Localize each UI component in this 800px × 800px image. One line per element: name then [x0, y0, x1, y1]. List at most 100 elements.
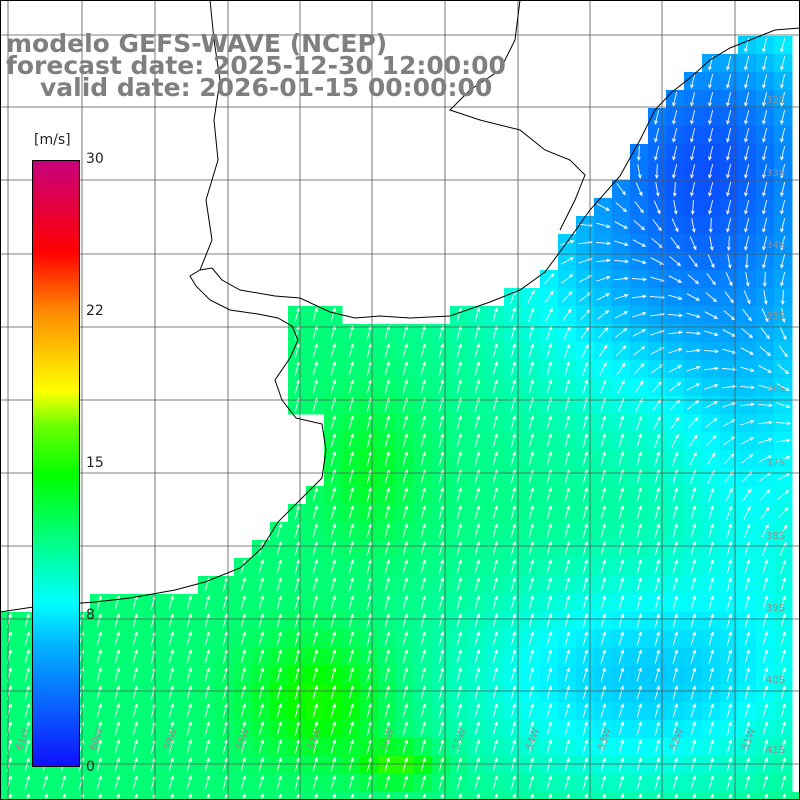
wind-arrow — [186, 613, 192, 628]
wind-arrow — [510, 739, 516, 754]
wind-arrow — [744, 92, 750, 107]
wind-arrow — [780, 56, 786, 71]
wind-arrow — [384, 739, 390, 754]
wind-arrow — [222, 613, 228, 628]
wind-arrow — [294, 307, 300, 322]
wind-arrow — [674, 793, 678, 800]
wind-arrow — [595, 258, 611, 263]
wind-arrow — [690, 487, 696, 502]
wind-arrow — [636, 739, 642, 754]
wind-arrow — [613, 276, 629, 281]
wind-arrow — [276, 703, 282, 718]
wind-speed-cell — [792, 792, 800, 800]
wind-arrow — [726, 164, 732, 179]
wind-arrow — [258, 739, 264, 754]
wind-arrow — [366, 631, 372, 646]
wind-arrow — [546, 541, 552, 556]
wind-arrow — [744, 739, 750, 754]
wind-arrow — [330, 415, 336, 430]
wind-arrow — [617, 379, 625, 394]
wind-arrow — [456, 523, 462, 538]
wind-arrow — [618, 487, 624, 502]
colorbar-tick-8: 8 — [86, 607, 95, 623]
wind-arrow — [690, 505, 696, 520]
wind-arrow — [384, 379, 390, 394]
wind-arrow — [366, 649, 372, 664]
wind-arrow — [616, 362, 626, 376]
wind-arrow — [456, 757, 462, 772]
wind-arrow — [762, 128, 768, 143]
wind-arrow — [780, 74, 786, 89]
wind-arrow — [96, 685, 102, 700]
wind-arrow — [708, 523, 714, 538]
wind-arrow — [314, 793, 318, 800]
wind-arrow — [402, 649, 408, 664]
wind-arrow — [294, 505, 300, 520]
wind-arrow — [564, 415, 570, 430]
wind-arrow — [744, 631, 750, 646]
wind-arrow — [492, 433, 498, 448]
wind-arrow — [703, 366, 719, 371]
wind-arrow — [708, 649, 714, 664]
wind-arrow — [780, 649, 786, 664]
wind-arrow — [420, 577, 426, 592]
wind-arrow — [312, 559, 318, 574]
wind-arrow — [775, 421, 792, 426]
wind-arrow — [546, 559, 552, 574]
wind-arrow — [596, 293, 611, 301]
wind-arrow — [615, 345, 627, 357]
wind-arrow — [276, 739, 282, 754]
wind-arrow — [420, 667, 426, 682]
wind-arrow — [294, 325, 300, 340]
wind-arrow — [618, 721, 624, 736]
wind-arrow — [438, 487, 444, 502]
wind-arrow — [492, 487, 498, 502]
wind-arrow — [691, 218, 696, 233]
wind-arrow — [528, 577, 534, 592]
wind-arrow — [294, 739, 300, 754]
wind-arrow — [204, 685, 210, 700]
lat-label: 40S — [766, 675, 786, 686]
wind-arrow — [366, 613, 372, 628]
wind-arrow — [669, 382, 682, 392]
wind-arrow — [474, 667, 480, 682]
wind-arrow — [780, 631, 786, 646]
wind-arrow — [654, 577, 660, 592]
wind-arrow — [402, 325, 408, 340]
wind-arrow — [582, 433, 588, 448]
wind-arrow — [690, 631, 696, 646]
wind-arrow — [762, 74, 768, 89]
wind-arrow — [690, 685, 696, 700]
wind-arrow — [402, 343, 408, 358]
wind-arrow — [456, 361, 462, 376]
wind-arrow — [672, 739, 678, 754]
wind-arrow — [312, 775, 318, 790]
wind-arrow — [492, 775, 498, 790]
wind-arrow — [726, 721, 732, 736]
wind-arrow — [240, 667, 246, 682]
wind-arrow — [474, 757, 480, 772]
wind-arrow — [596, 203, 611, 211]
wind-arrow — [780, 218, 786, 233]
wind-arrow — [168, 775, 174, 790]
wind-arrow — [564, 685, 570, 700]
wind-arrow — [384, 631, 390, 646]
colorbar-tick-30: 30 — [86, 151, 104, 167]
wind-arrow — [704, 401, 719, 409]
wind-arrow — [704, 330, 719, 336]
wind-arrow — [600, 523, 606, 538]
wind-arrow — [510, 433, 516, 448]
wind-arrow — [600, 703, 606, 718]
wind-arrow — [780, 92, 786, 107]
wind-arrow — [510, 379, 516, 394]
wind-arrow — [492, 577, 498, 592]
wind-arrow — [438, 469, 444, 484]
wind-arrow — [510, 307, 516, 322]
wind-arrow — [510, 415, 516, 430]
wind-arrow — [688, 434, 698, 448]
wind-arrow — [420, 361, 426, 376]
wind-arrow — [656, 793, 660, 800]
wind-arrow — [402, 613, 408, 628]
wind-arrow — [510, 487, 516, 502]
wind-arrow — [294, 577, 300, 592]
